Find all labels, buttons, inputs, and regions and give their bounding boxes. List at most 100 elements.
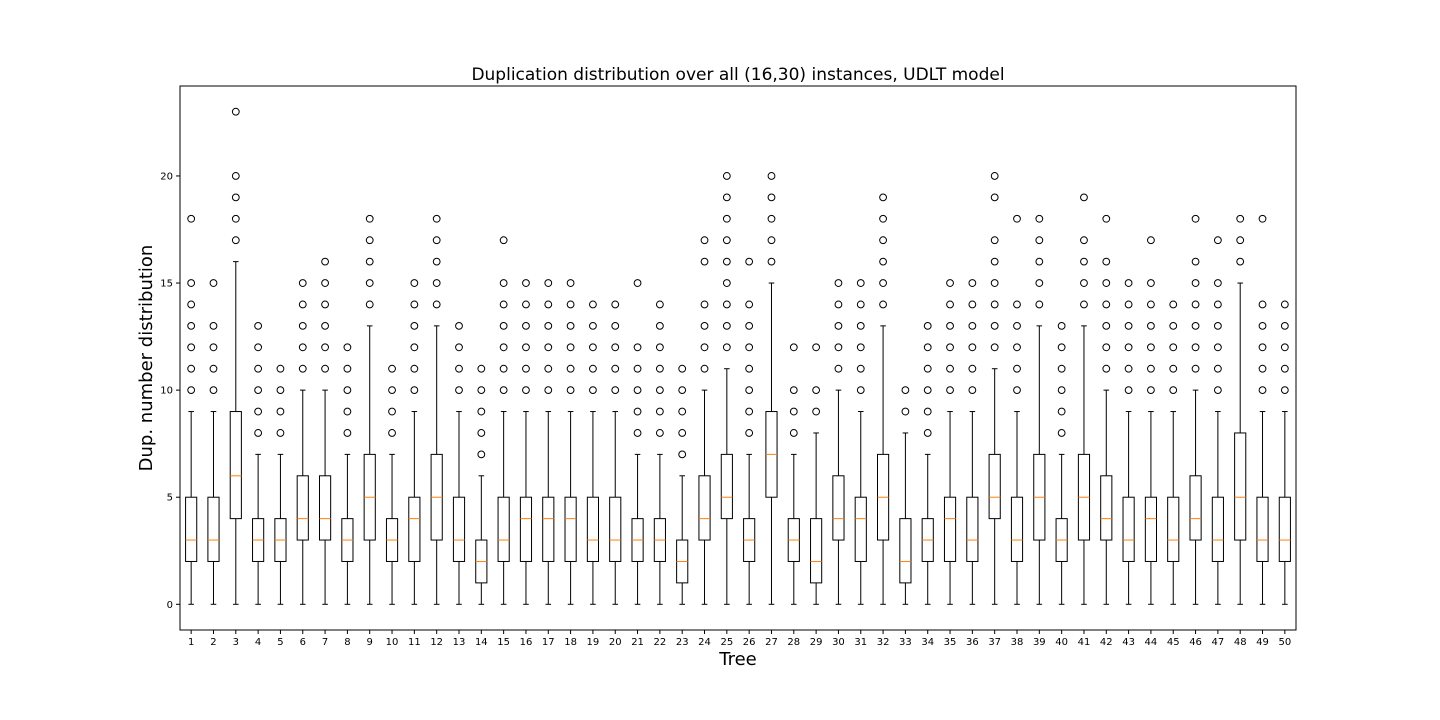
flier-point xyxy=(209,343,218,352)
x-tick-label: 38 xyxy=(1011,637,1024,648)
flier-point xyxy=(923,343,932,352)
flier-point xyxy=(990,279,999,287)
flier-point xyxy=(343,407,352,416)
flier-point xyxy=(655,300,664,309)
flier-point xyxy=(544,343,553,352)
flier-point xyxy=(700,321,709,330)
flier-point xyxy=(187,386,196,395)
flier-point xyxy=(655,386,664,395)
flier-point xyxy=(655,343,664,352)
flier-point xyxy=(343,343,352,352)
flier-point xyxy=(231,193,240,202)
flier-point xyxy=(544,364,553,373)
flier-point xyxy=(856,300,865,309)
flier-point xyxy=(722,172,731,180)
flier-point xyxy=(388,429,396,437)
flier-point xyxy=(767,257,776,266)
flier-point xyxy=(343,386,352,395)
flier-point xyxy=(589,300,597,309)
flier-point xyxy=(276,429,285,437)
flier-point xyxy=(589,386,597,395)
flier-point xyxy=(834,364,843,373)
y-tick-label: 10 xyxy=(160,386,173,397)
flier-point xyxy=(968,300,977,309)
flier-point xyxy=(879,257,887,266)
box xyxy=(296,475,309,541)
flier-point xyxy=(856,364,865,373)
flier-point xyxy=(1280,386,1289,395)
flier-point xyxy=(1169,386,1178,395)
flier-point xyxy=(566,300,575,309)
flier-point xyxy=(231,236,240,245)
flier-point xyxy=(856,386,865,395)
flier-point xyxy=(633,429,642,437)
flier-point xyxy=(1124,321,1133,330)
flier-point xyxy=(1213,343,1222,352)
flier-point xyxy=(1035,279,1044,287)
flier-point xyxy=(879,193,887,202)
flier-point xyxy=(1169,364,1178,373)
flier-point xyxy=(678,407,687,416)
x-tick-label: 47 xyxy=(1212,637,1225,648)
flier-point xyxy=(209,386,218,395)
flier-point xyxy=(1013,321,1021,330)
x-tick-label: 11 xyxy=(408,637,421,648)
flier-point xyxy=(722,321,731,330)
flier-point xyxy=(1147,364,1155,373)
flier-point xyxy=(1191,343,1200,352)
x-tick-label: 34 xyxy=(921,637,934,648)
x-tick-label: 10 xyxy=(386,637,399,648)
flier-point xyxy=(1191,321,1200,330)
flier-point xyxy=(745,343,754,352)
flier-point xyxy=(1013,300,1021,309)
x-tick-label: 26 xyxy=(743,637,756,648)
flier-point xyxy=(522,386,530,395)
flier-point xyxy=(655,321,664,330)
flier-point xyxy=(1236,257,1245,266)
y-tick-label: 5 xyxy=(167,493,173,504)
flier-point xyxy=(432,279,441,287)
x-tick-label: 36 xyxy=(966,637,979,648)
flier-point xyxy=(745,407,754,416)
x-tick-label: 5 xyxy=(277,637,283,648)
flier-point xyxy=(477,407,486,416)
flier-point xyxy=(789,386,798,395)
flier-point xyxy=(812,343,821,352)
flier-point xyxy=(298,364,307,373)
flier-point xyxy=(946,386,954,395)
flier-point xyxy=(745,257,754,266)
x-tick-label: 7 xyxy=(322,637,328,648)
flier-point xyxy=(611,321,620,330)
flier-point xyxy=(298,279,307,287)
flier-point xyxy=(1102,343,1111,352)
x-tick-label: 37 xyxy=(988,637,1001,648)
box xyxy=(497,496,510,562)
x-tick-label: 3 xyxy=(233,637,239,648)
flier-point xyxy=(968,386,977,395)
flier-point xyxy=(276,364,285,373)
flier-point xyxy=(1213,279,1222,287)
flier-point xyxy=(1080,257,1088,266)
flier-point xyxy=(923,407,932,416)
flier-point xyxy=(834,321,843,330)
flier-point xyxy=(611,364,620,373)
y-tick-label: 0 xyxy=(167,600,173,611)
flier-point xyxy=(856,279,865,287)
x-tick-label: 46 xyxy=(1189,637,1202,648)
flier-point xyxy=(321,279,329,287)
flier-point xyxy=(1258,386,1267,395)
flier-point xyxy=(1080,300,1088,309)
flier-point xyxy=(522,321,530,330)
flier-point xyxy=(1191,257,1200,266)
box xyxy=(609,496,622,562)
flier-point xyxy=(1035,214,1044,223)
flier-point xyxy=(1280,300,1289,309)
flier-point xyxy=(946,364,954,373)
flier-point xyxy=(834,343,843,352)
flier-point xyxy=(946,300,954,309)
flier-point xyxy=(1258,300,1267,309)
axes-frame xyxy=(179,85,1297,631)
x-tick-label: 15 xyxy=(497,637,510,648)
box xyxy=(810,518,823,584)
